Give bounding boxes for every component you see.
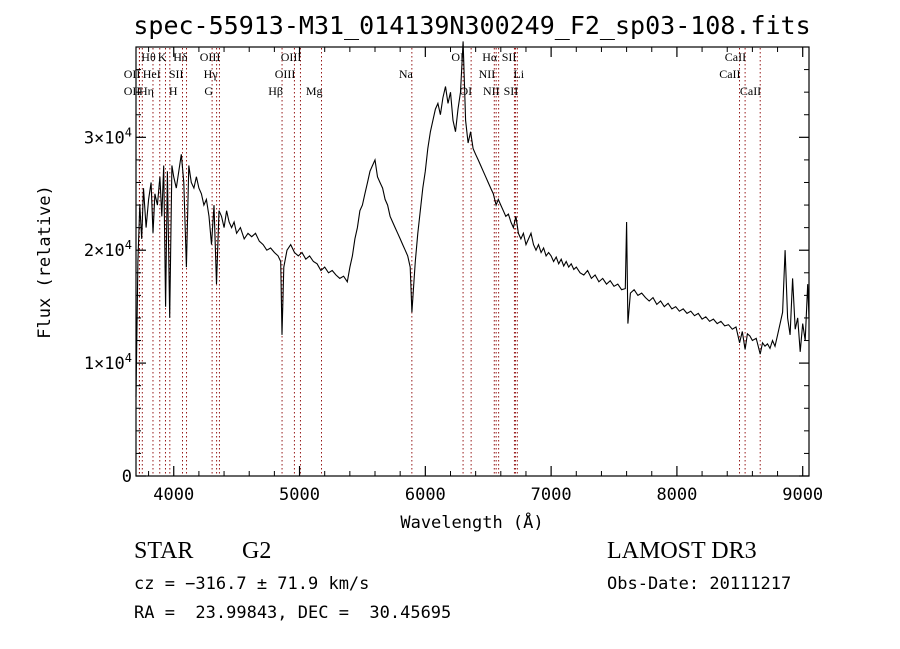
line-label-6: SII — [169, 67, 184, 81]
line-label-21: NII — [483, 84, 500, 98]
y-tick-exponent-1: 4 — [125, 351, 132, 365]
spectrum-line — [135, 41, 810, 398]
x-tick-label-0: 4000 — [153, 485, 194, 505]
x-tick-label-3: 7000 — [531, 485, 572, 505]
line-label-27: CaII — [740, 84, 761, 98]
line-label-5: K — [158, 50, 167, 64]
x-tick-label-5: 9000 — [782, 485, 823, 505]
x-tick-label-4: 8000 — [656, 485, 697, 505]
y-tick-label-1: 1×104 — [84, 351, 132, 374]
observation-date: Obs-Date: 20111217 — [607, 574, 792, 594]
line-label-0: OII — [124, 84, 141, 98]
line-label-9: OIII — [200, 50, 221, 64]
line-label-24: SII — [504, 84, 519, 98]
redshift-cz: cz = −316.7 ± 71.9 km/s — [134, 574, 370, 594]
x-tick-label-2: 6000 — [405, 485, 446, 505]
line-label-25: CaII — [719, 67, 740, 81]
line-label-18: OI — [459, 84, 472, 98]
line-label-23: Li — [513, 67, 524, 81]
y-tick-mantissa-3: 3×10 — [84, 128, 125, 148]
y-tick-mantissa-1: 1×10 — [84, 354, 125, 374]
line-label-4: HeI — [143, 67, 161, 81]
line-label-12: Hβ — [268, 84, 283, 98]
line-label-7: H — [169, 84, 178, 98]
y-tick-mantissa-2: 2×10 — [84, 241, 125, 261]
y-tick-label-0: 0 — [122, 467, 132, 487]
line-label-11: G — [204, 84, 213, 98]
line-label-10: Hγ — [204, 67, 219, 81]
line-label-8: Hδ — [173, 50, 188, 64]
spectral-line-markers — [138, 48, 761, 475]
object-class: STAR — [134, 538, 194, 564]
line-label-20: Hα — [482, 50, 498, 64]
y-tick-label-2: 2×104 — [84, 238, 132, 261]
line-label-2: Hη — [139, 84, 154, 98]
line-label-22: SII — [502, 50, 517, 64]
line-label-1: Hθ — [141, 50, 156, 64]
line-label-17: OI — [451, 50, 464, 64]
plot-frame — [135, 46, 810, 477]
y-tick-exponent-2: 4 — [125, 238, 132, 252]
line-label-13: OIII — [275, 67, 296, 81]
y-tick-label-3: 3×104 — [84, 125, 132, 148]
x-axis-label: Wavelength (Å) — [400, 511, 543, 533]
survey-name: LAMOST DR3 — [607, 538, 757, 564]
y-tick-exponent-3: 4 — [125, 125, 132, 139]
x-axis-ticks: 4000 5000 6000 7000 8000 9000 — [148, 47, 823, 505]
line-label-15: Mg — [306, 84, 323, 98]
y-axis-label: Flux (relative) — [35, 185, 55, 339]
line-label-16: Na — [399, 67, 414, 81]
subclass: G2 — [242, 538, 272, 564]
coordinates: RA = 23.99843, DEC = 30.45695 — [134, 603, 452, 623]
y-tick-mantissa-0: 0 — [122, 467, 132, 487]
chart-title: spec-55913-M31_014139N300249_F2_sp03-108… — [133, 11, 810, 40]
line-label-19: NII — [479, 67, 496, 81]
line-label-14: OIII — [281, 50, 302, 64]
line-label-26: CaII — [725, 50, 746, 64]
x-tick-label-1: 5000 — [279, 485, 320, 505]
